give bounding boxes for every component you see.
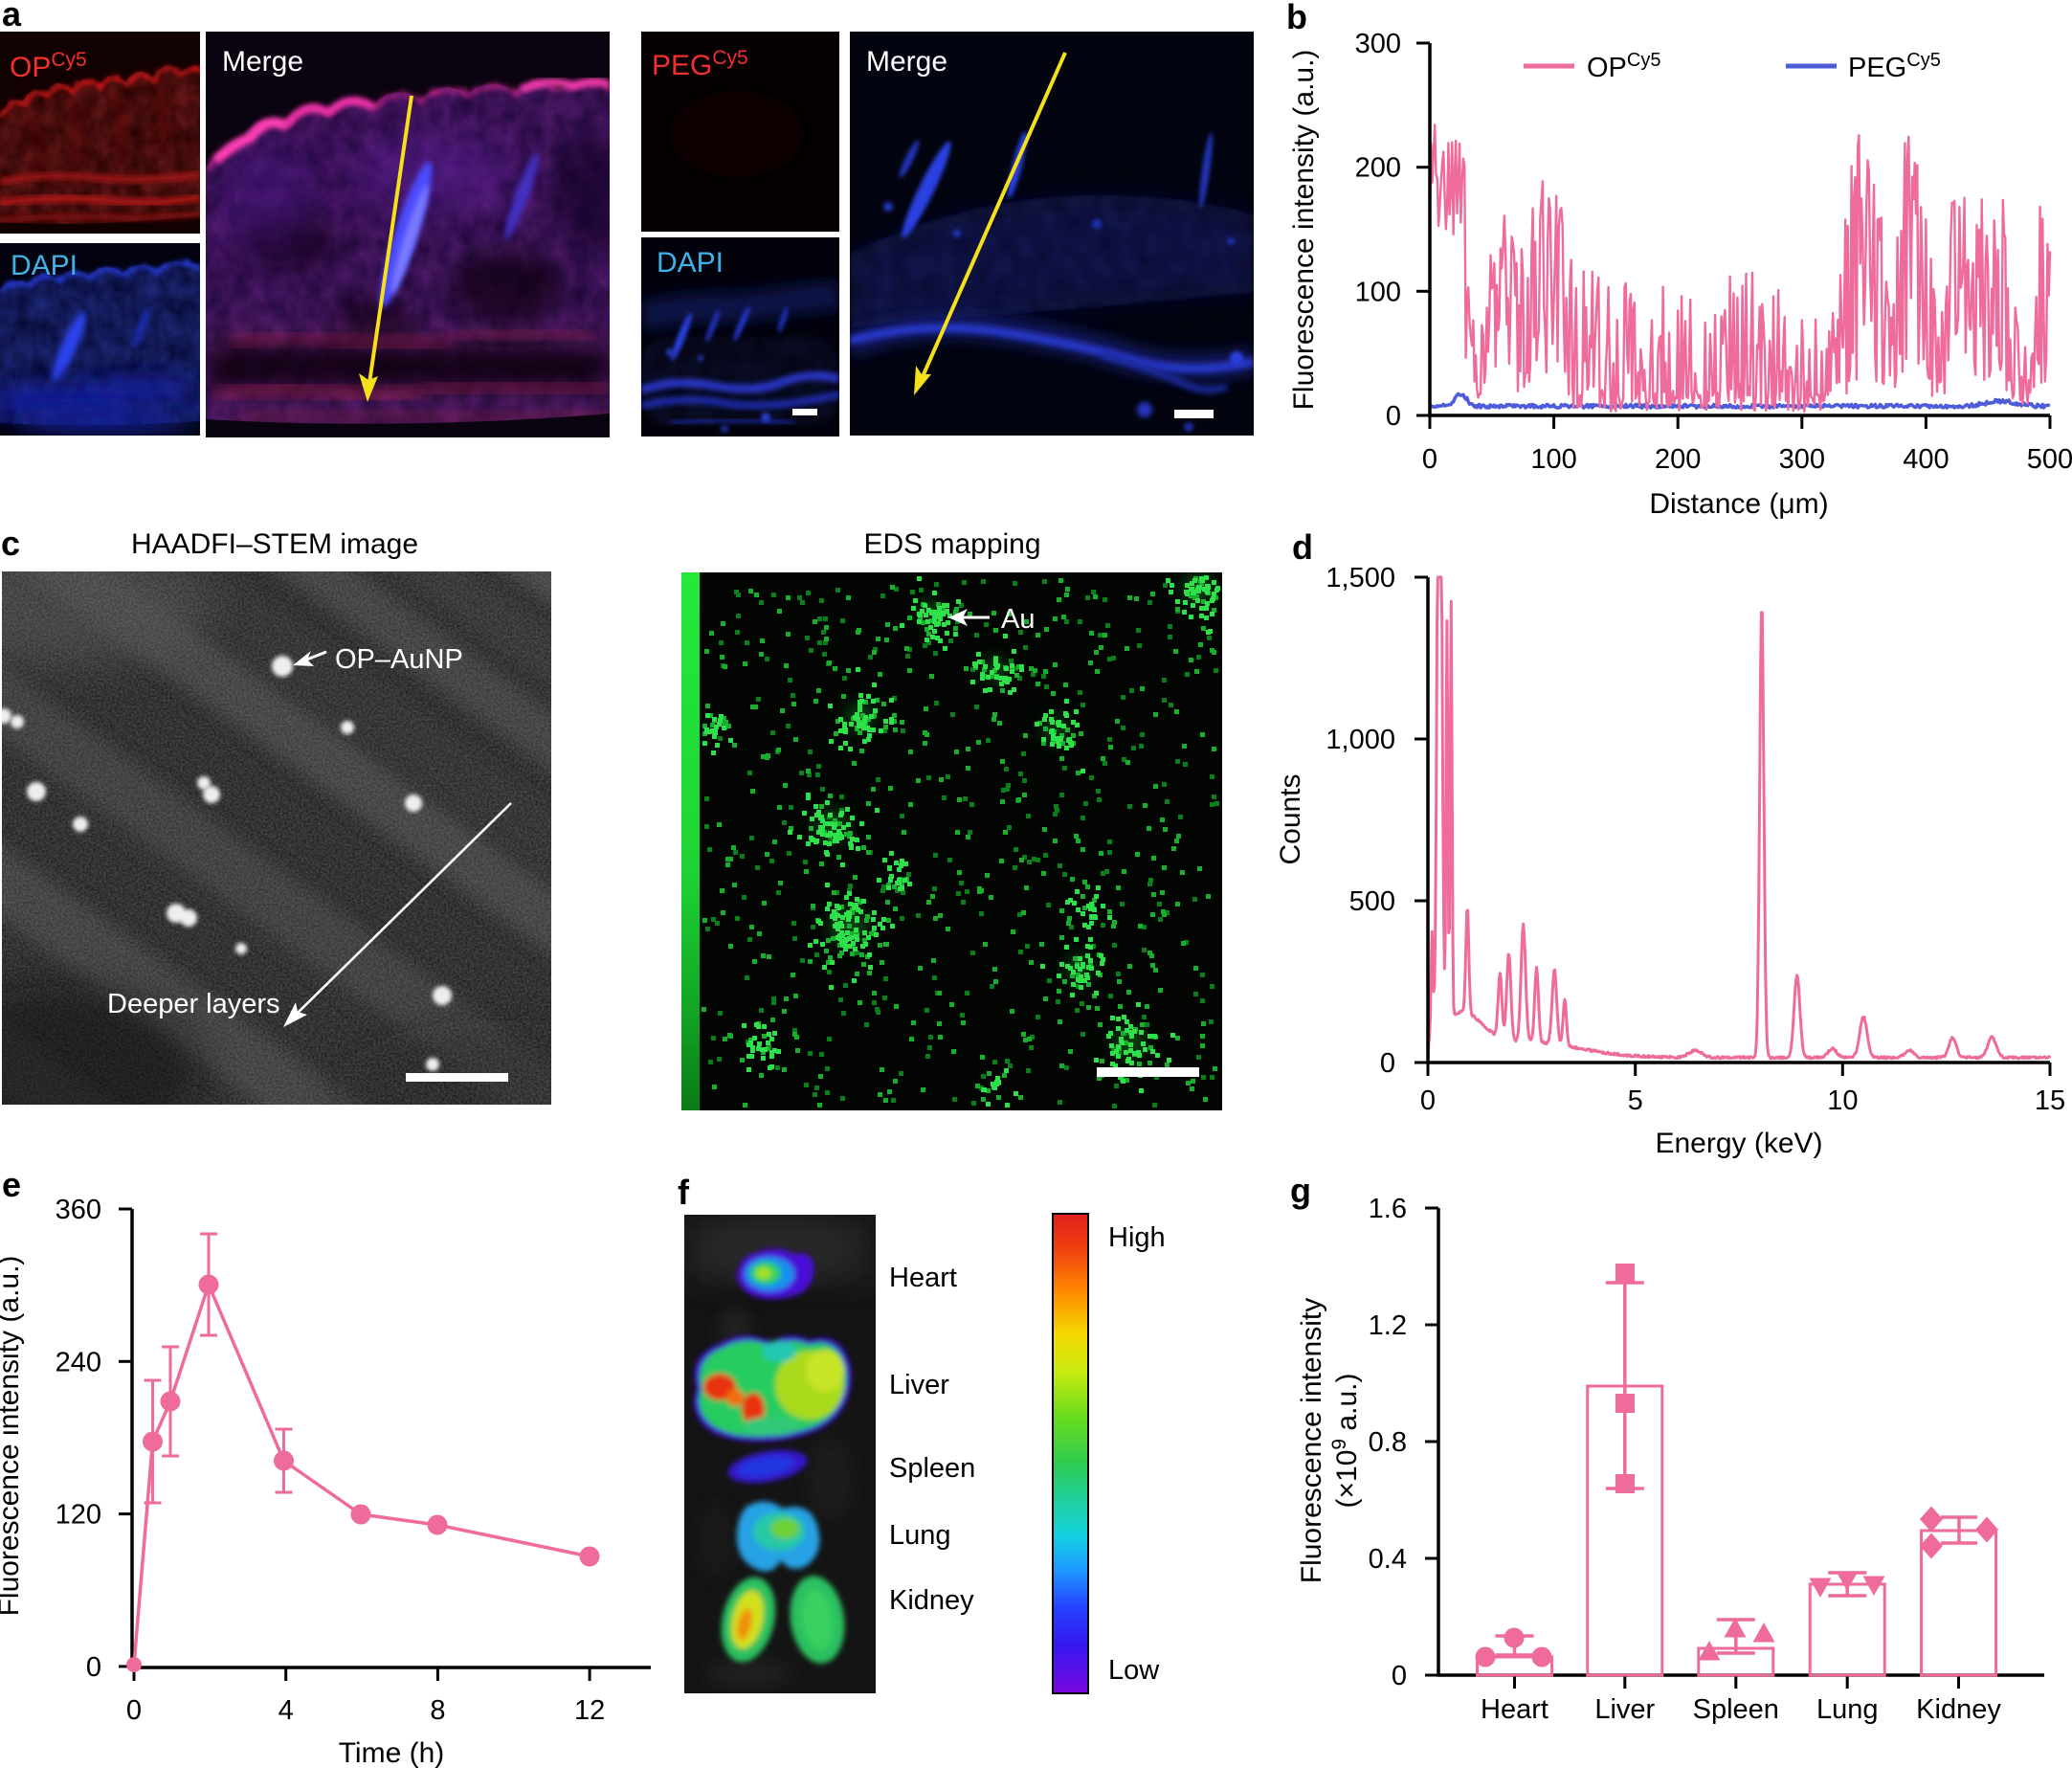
svg-text:Deeper layers: Deeper layers xyxy=(107,989,280,1019)
svg-text:100: 100 xyxy=(1530,444,1576,475)
svg-text:Spleen: Spleen xyxy=(1693,1694,1779,1725)
svg-text:0.4: 0.4 xyxy=(1369,1544,1407,1575)
svg-text:a: a xyxy=(2,0,22,34)
svg-text:300: 300 xyxy=(1355,29,1401,59)
svg-text:15: 15 xyxy=(2035,1085,2065,1116)
svg-text:Energy (keV): Energy (keV) xyxy=(1655,1128,1822,1159)
svg-text:Time (h): Time (h) xyxy=(339,1737,445,1768)
svg-text:200: 200 xyxy=(1355,153,1401,184)
svg-text:d: d xyxy=(1292,527,1313,567)
svg-text:Lung: Lung xyxy=(1816,1694,1879,1725)
svg-text:0: 0 xyxy=(126,1695,142,1726)
svg-text:Kidney: Kidney xyxy=(889,1585,974,1616)
svg-text:Liver: Liver xyxy=(889,1370,949,1400)
svg-text:0: 0 xyxy=(1420,1085,1436,1116)
svg-text:100: 100 xyxy=(1355,277,1401,307)
svg-text:0: 0 xyxy=(1392,1661,1407,1691)
svg-text:Fluorescence intensity: Fluorescence intensity xyxy=(1296,1298,1327,1583)
svg-text:EDS mapping: EDS mapping xyxy=(863,528,1040,560)
svg-text:Fluorescence intensity (a.u.): Fluorescence intensity (a.u.) xyxy=(1288,50,1320,411)
svg-text:DAPI: DAPI xyxy=(657,247,724,279)
svg-text:HAADFI–STEM image: HAADFI–STEM image xyxy=(131,528,418,560)
svg-text:Low: Low xyxy=(1108,1655,1160,1686)
svg-text:Fluorescence intensity (a.u.): Fluorescence intensity (a.u.) xyxy=(0,1256,25,1617)
svg-text:400: 400 xyxy=(1903,444,1949,475)
svg-text:High: High xyxy=(1108,1222,1166,1253)
svg-text:Counts: Counts xyxy=(1275,773,1306,864)
svg-text:8: 8 xyxy=(430,1695,445,1726)
svg-text:Distance (μm): Distance (μm) xyxy=(1649,488,1828,520)
svg-text:e: e xyxy=(2,1165,21,1204)
svg-text:c: c xyxy=(1,524,20,563)
svg-text:10: 10 xyxy=(1827,1085,1858,1116)
svg-text:0.8: 0.8 xyxy=(1369,1427,1407,1458)
svg-text:g: g xyxy=(1290,1171,1311,1210)
svg-text:OP–AuNP: OP–AuNP xyxy=(335,644,463,675)
svg-text:12: 12 xyxy=(574,1695,605,1726)
svg-text:Liver: Liver xyxy=(1594,1694,1655,1725)
svg-text:5: 5 xyxy=(1628,1085,1643,1116)
svg-text:Spleen: Spleen xyxy=(889,1453,975,1484)
svg-text:0: 0 xyxy=(86,1652,101,1683)
svg-text:360: 360 xyxy=(56,1195,101,1225)
svg-text:Heart: Heart xyxy=(889,1263,957,1293)
svg-text:500: 500 xyxy=(2027,444,2072,475)
svg-text:300: 300 xyxy=(1779,444,1825,475)
svg-text:4: 4 xyxy=(278,1695,294,1726)
svg-text:500: 500 xyxy=(1349,886,1395,917)
svg-text:Heart: Heart xyxy=(1481,1694,1548,1725)
svg-text:Lung: Lung xyxy=(889,1520,951,1551)
svg-text:Kidney: Kidney xyxy=(1916,1694,2001,1725)
svg-text:240: 240 xyxy=(56,1347,101,1377)
svg-text:DAPI: DAPI xyxy=(11,250,78,281)
svg-text:Merge: Merge xyxy=(866,46,947,78)
svg-text:0: 0 xyxy=(1386,401,1401,432)
svg-text:b: b xyxy=(1286,0,1307,36)
svg-text:Au: Au xyxy=(1001,604,1035,635)
svg-text:1,000: 1,000 xyxy=(1326,725,1395,755)
svg-text:Merge: Merge xyxy=(222,46,303,78)
svg-text:1.2: 1.2 xyxy=(1369,1310,1407,1341)
svg-text:f: f xyxy=(678,1173,690,1212)
svg-text:1.6: 1.6 xyxy=(1369,1194,1407,1224)
svg-text:200: 200 xyxy=(1655,444,1701,475)
svg-text:0: 0 xyxy=(1380,1048,1395,1079)
svg-text:1,500: 1,500 xyxy=(1326,563,1395,593)
svg-text:0: 0 xyxy=(1422,444,1437,475)
svg-text:120: 120 xyxy=(56,1500,101,1531)
